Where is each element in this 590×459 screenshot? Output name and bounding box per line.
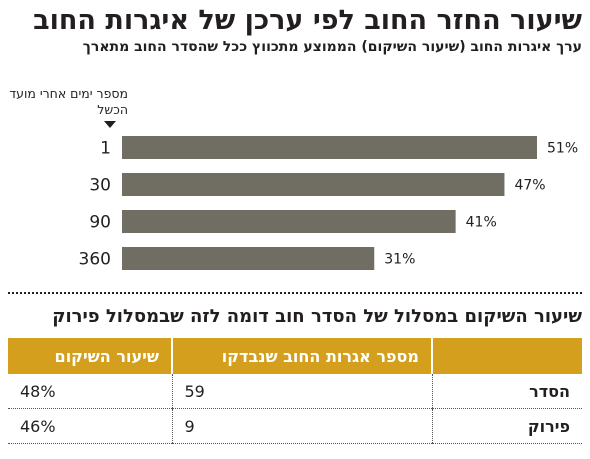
bond-count-cell: 59 [172,374,433,409]
value-label: 31% [384,252,415,268]
table-header-blank [432,338,582,374]
bar-chart: 1 51% 30 47% 90 41% 360 31% [79,136,578,270]
value-label: 51% [547,141,578,157]
category-label: 360 [79,250,111,270]
value-label: 47% [514,178,545,194]
recovery-rate-cell: 48% [8,374,173,409]
table-header-rate: שיעור השיקום [8,338,173,374]
section-divider [8,292,582,294]
table-header-count: מספר אגרות החוב שנבדקו [172,338,433,374]
category-label: 30 [89,176,111,196]
category-label: 90 [89,213,111,233]
table-title: שיעור השיקום במסלול של הסדר חוב דומה לזה… [52,306,582,327]
chart-title: שיעור החזר החוב לפי ערכן של איגרות החוב [33,5,582,36]
bar [122,173,505,196]
chart-subtitle: ערך איגרות החוב (שיעור השיקום) הממוצע מת… [82,39,582,55]
bar [122,136,537,159]
bar [122,247,375,270]
recovery-rate-cell: 46% [8,408,173,444]
table-row: פירוק 9 46% [8,408,582,444]
bond-count-cell: 9 [172,408,433,444]
y-axis-label: מספר ימים אחרי מועד הכשל [9,86,128,117]
bar [122,210,456,233]
table-row: הסדר 59 48% [8,374,582,409]
recovery-table: מספר אגרות החוב שנבדקו שיעור השיקום הסדר… [8,338,582,444]
row-label: פירוק [432,408,582,444]
category-label: 1 [100,139,111,159]
value-label: 41% [466,215,497,231]
row-label: הסדר [432,374,582,409]
table-header-row: מספר אגרות החוב שנבדקו שיעור השיקום [8,338,582,374]
arrow-down-icon [104,121,116,128]
